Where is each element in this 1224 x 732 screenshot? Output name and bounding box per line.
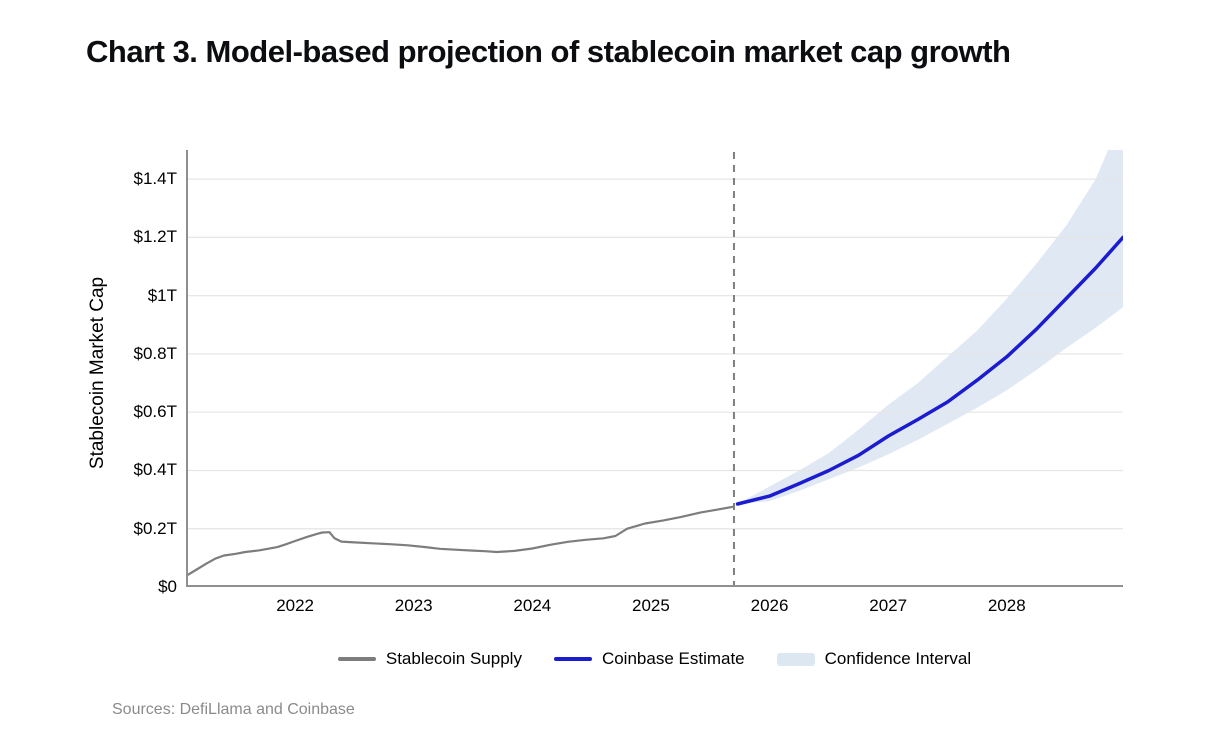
y-tick-label: $1.2T (133, 227, 177, 247)
plot-area (186, 150, 1123, 587)
estimate-line (735, 235, 1123, 506)
y-tick-label: $0.6T (133, 402, 177, 422)
supply-line (186, 505, 736, 577)
legend-item-coinbase-estimate: Coinbase Estimate (553, 649, 745, 669)
confidence-band-swatch (776, 652, 815, 666)
x-tick-label: 2027 (869, 596, 908, 615)
y-tick-label: $0.8T (133, 343, 177, 363)
chart-title: Chart 3. Model-based projection of stabl… (86, 34, 1011, 69)
y-tick-label: $0.2T (133, 518, 177, 538)
confidence-band (737, 150, 1123, 504)
legend-item-stablecoin-supply: Stablecoin Supply (337, 649, 522, 669)
legend-label: Stablecoin Supply (385, 649, 522, 668)
x-tick-label: 2024 (513, 596, 552, 615)
y-tick-label: $1T (147, 285, 177, 305)
supply-line-swatch (337, 657, 376, 661)
y-tick-label: $1.4T (133, 169, 177, 189)
x-tick-label: 2022 (276, 596, 315, 615)
x-tick-label: 2028 (987, 596, 1026, 615)
legend-item-confidence-interval: Confidence Interval (776, 649, 972, 669)
chart-legend: Stablecoin Supply Coinbase Estimate Confid… (186, 649, 1123, 669)
sources-note: Sources: DefiLlama and Coinbase (112, 701, 355, 718)
x-tick-label: 2025 (632, 596, 670, 615)
x-tick-label: 2023 (394, 596, 433, 615)
legend-label: Confidence Interval (824, 649, 972, 668)
y-tick-label: $0 (158, 577, 177, 596)
y-tick-label: $0.4T (133, 460, 177, 480)
x-tick-label: 2026 (750, 596, 789, 615)
estimate-line-swatch (553, 657, 592, 661)
legend-label: Coinbase Estimate (601, 649, 745, 668)
y-axis-title: Stablecoin Market Cap (87, 276, 108, 470)
